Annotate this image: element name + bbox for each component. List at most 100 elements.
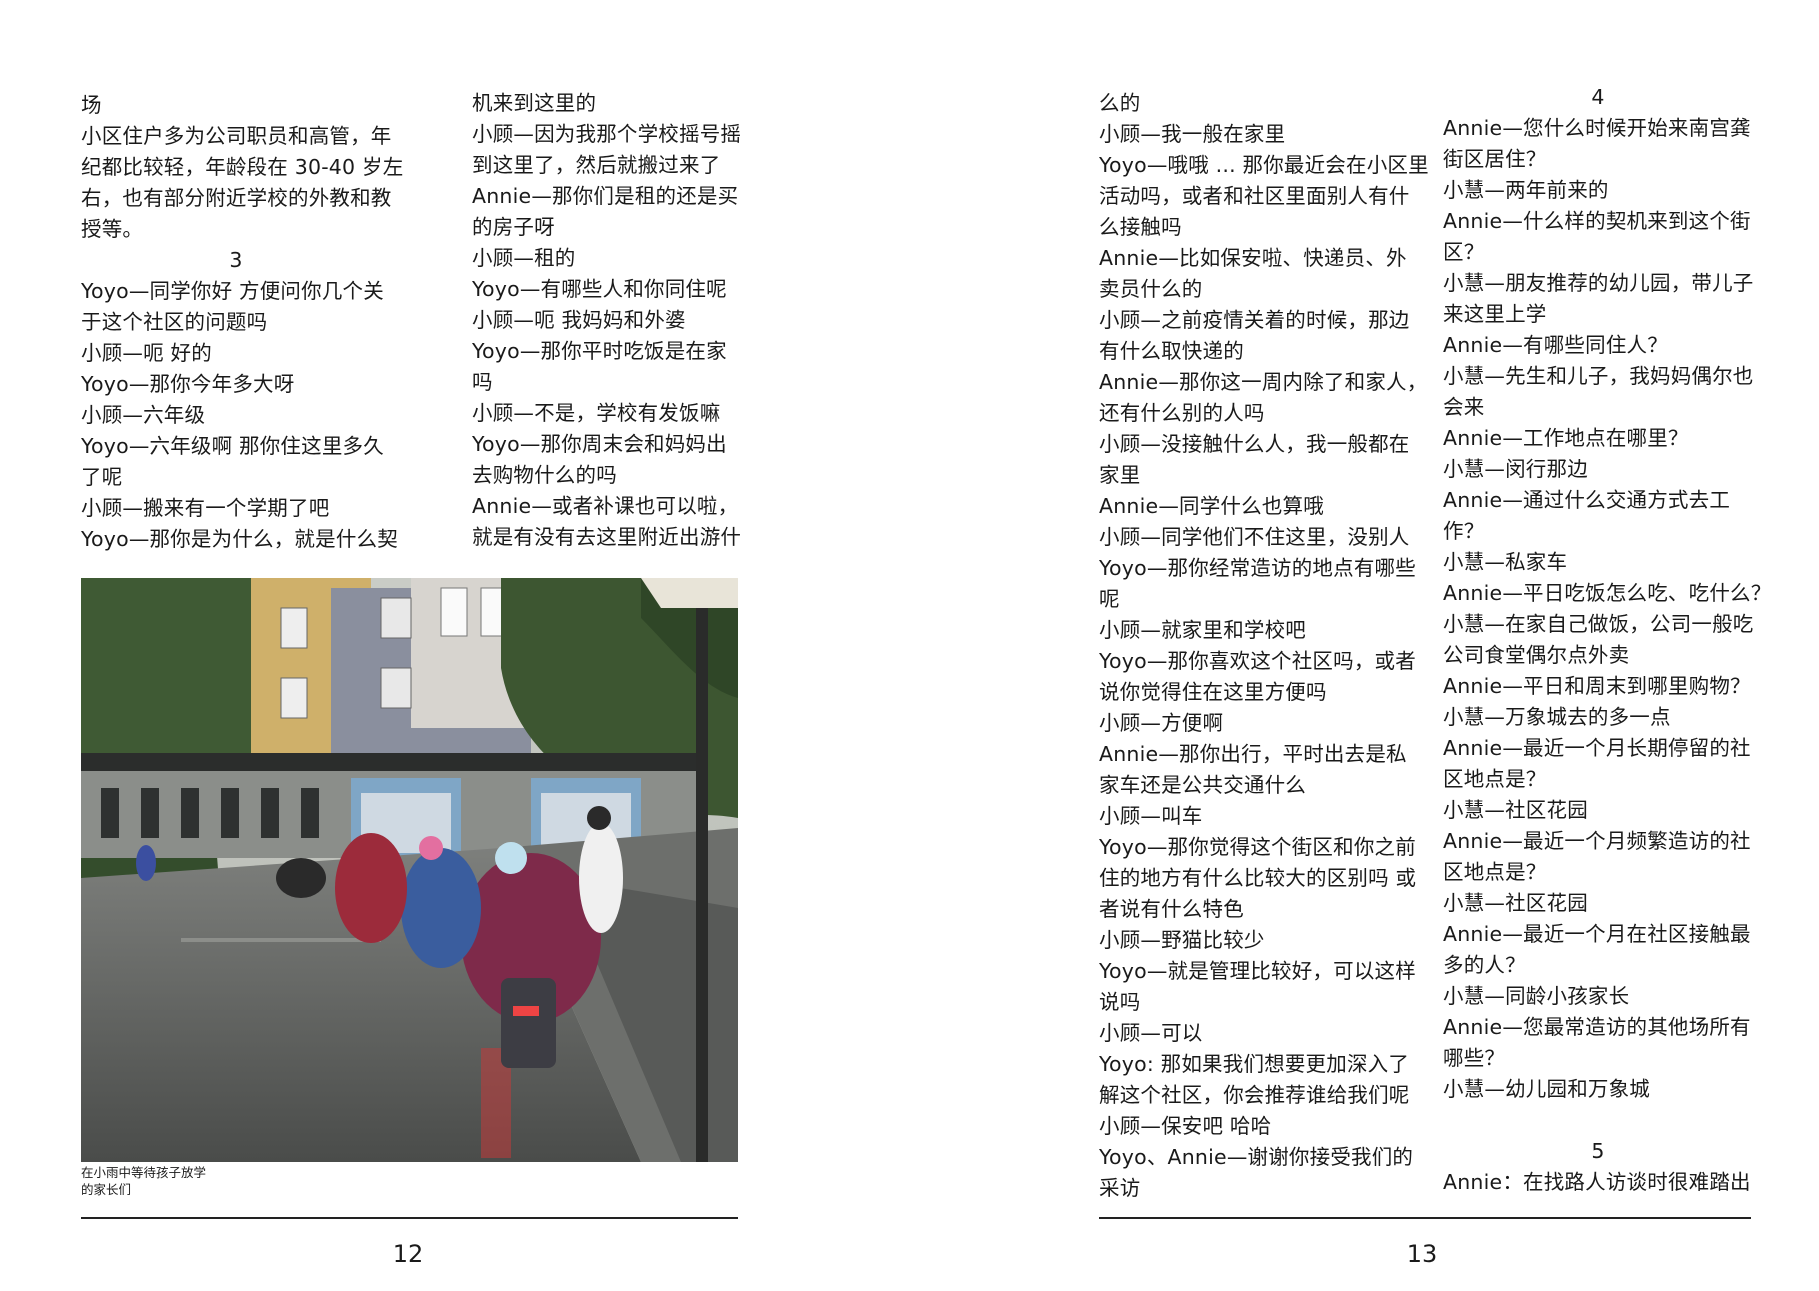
- text-line: Annie—工作地点在哪里？: [1443, 426, 1689, 450]
- text-line: Yoyo—那你喜欢这个社区吗，或者: [1099, 649, 1416, 673]
- text-line: 小顾—呃 好的: [81, 341, 212, 365]
- section-number: 4: [1591, 85, 1605, 109]
- text-line: 机来到这里的: [472, 91, 597, 115]
- text-line: Yoyo—那你经常造访的地点有哪些: [1099, 556, 1416, 580]
- text-line: 作？: [1443, 519, 1485, 543]
- text-line: 区地点是？: [1443, 860, 1547, 884]
- text-line: Yoyo—那你觉得这个街区和你之前: [1099, 835, 1416, 859]
- photo-caption: 在小雨中等待孩子放学 的家长们: [81, 1164, 281, 1198]
- text-line: 场: [81, 93, 102, 117]
- text-line: 小顾—租的: [472, 246, 576, 270]
- text-line: 说吗: [1099, 990, 1141, 1014]
- text-line: 小顾—保安吧 哈哈: [1099, 1114, 1272, 1138]
- text-line: 小顾—同学他们不住这里，没别人: [1099, 525, 1410, 549]
- text-line: Annie：在找路人访谈时很难踏出: [1443, 1170, 1751, 1194]
- text-line: 就是有没有去这里附近出游什: [472, 525, 742, 549]
- text-line: Yoyo: 那如果我们想要更加深入了: [1099, 1052, 1410, 1076]
- text-line: 么接触吗: [1099, 215, 1182, 239]
- street-photo: [81, 578, 738, 1162]
- text-line: 纪都比较轻，年龄段在 30-40 岁左: [81, 155, 404, 179]
- text-line: 小顾—之前疫情关着的时候，那边: [1099, 308, 1410, 332]
- text-line: 说你觉得住在这里方便吗: [1099, 680, 1327, 704]
- text-line: 小慧—幼儿园和万象城: [1443, 1077, 1650, 1101]
- text-line: Yoyo—同学你好 方便问你几个关: [81, 279, 384, 303]
- text-line: 还有什么别的人吗: [1099, 401, 1265, 425]
- text-line: 来这里上学: [1443, 302, 1547, 326]
- text-line: 到这里了，然后就搬过来了: [472, 153, 721, 177]
- text-line: 去购物什么的吗: [472, 463, 617, 487]
- text-line: Annie—什么样的契机来到这个街: [1443, 209, 1751, 233]
- text-line: 哪些？: [1443, 1046, 1506, 1070]
- text-line: 解这个社区，你会推荐谁给我们呢: [1099, 1083, 1410, 1107]
- text-line: Yoyo—哦哦 ... 那你最近会在小区里: [1099, 153, 1429, 177]
- text-line: Annie—最近一个月在社区接触最: [1443, 922, 1751, 946]
- text-line: 小顾—我一般在家里: [1099, 122, 1286, 146]
- text-line: 吗: [472, 370, 493, 394]
- text-line: Yoyo—六年级啊 那你住这里多久: [81, 434, 384, 458]
- text-line: Yoyo—那你周末会和妈妈出: [472, 432, 727, 456]
- text-line: 多的人？: [1443, 953, 1526, 977]
- text-line: 小顾—叫车: [1099, 804, 1203, 828]
- text-line: Annie—最近一个月长期停留的社: [1443, 736, 1751, 760]
- section-number: 3: [229, 248, 243, 272]
- text-line: 小顾—因为我那个学校摇号摇: [472, 122, 742, 146]
- text-line: Annie—那你出行，平时出去是私: [1099, 742, 1407, 766]
- right-page-column-1: 么的小顾—我一般在家里 Yoyo—哦哦 ... 那你最近会在小区里 活动吗，或者和社…: [1099, 88, 1429, 1204]
- text-line: Annie—平日和周末到哪里购物？: [1443, 674, 1751, 698]
- text-line: 么的: [1099, 91, 1141, 115]
- text-line: [1443, 1105, 1763, 1136]
- text-line: Annie—有哪些同住人？: [1443, 333, 1668, 357]
- right-page-column-2: 4 Annie—您什么时候开始来南宫龚 街区居住？ 小慧—两年前来的 Annie—什么样…: [1443, 82, 1771, 1198]
- text-line: Yoyo—那你平时吃饭是在家: [472, 339, 727, 363]
- text-line: 了呢: [81, 465, 123, 489]
- text-line: 活动吗，或者和社区里面别人有什: [1099, 184, 1410, 208]
- text-line: 区地点是？: [1443, 767, 1547, 791]
- text-line: Yoyo—就是管理比较好，可以这样: [1099, 959, 1416, 983]
- text-line: Annie—那你这一周内除了和家人，: [1099, 370, 1428, 394]
- text-line: 小慧—闵行那边: [1443, 457, 1588, 481]
- page-number-left: 12: [392, 1240, 424, 1268]
- text-line: 于这个社区的问题吗: [81, 310, 268, 334]
- text-line: 小慧—朋友推荐的幼儿园，带儿子: [1443, 271, 1754, 295]
- text-line: Yoyo—那你是为什么，就是什么契: [81, 527, 398, 551]
- text-line: Annie—最近一个月频繁造访的社: [1443, 829, 1751, 853]
- text-line: 小顾—方便啊: [1099, 711, 1224, 735]
- text-line: Annie—或者补课也可以啦，: [472, 494, 739, 518]
- text-line: 小顾—就家里和学校吧: [1099, 618, 1306, 642]
- text-line: 小慧—万象城去的多一点: [1443, 705, 1671, 729]
- text-line: 小顾—搬来有一个学期了吧: [81, 496, 330, 520]
- text-line: Annie—那你们是租的还是买: [472, 184, 739, 208]
- text-line: Annie—比如保安啦、快递员、外: [1099, 246, 1407, 270]
- text-line: 家里: [1099, 463, 1141, 487]
- text-line: Annie—通过什么交通方式去工: [1443, 488, 1731, 512]
- text-line: 住的地方有什么比较大的区别吗 或: [1099, 866, 1417, 890]
- text-line: 小顾—野猫比较少: [1099, 928, 1265, 952]
- text-line: Yoyo、Annie—谢谢你接受我们的: [1099, 1145, 1414, 1169]
- left-page-column-1: 场小区住户多为公司职员和高管，年 纪都比较轻，年龄段在 30-40 岁左 右，也有部…: [81, 90, 404, 555]
- text-line: 小顾—不是，学校有发饭嘛: [472, 401, 721, 425]
- text-line: 区？: [1443, 240, 1485, 264]
- text-line: 右，也有部分附近学校的外教和教: [81, 186, 392, 210]
- page-number-right: 13: [1406, 1240, 1438, 1268]
- text-line: 家车还是公共交通什么: [1099, 773, 1306, 797]
- left-page-column-2: 机来到这里的小顾—因为我那个学校摇号摇 到这里了，然后就搬过来了 Annie—那你们…: [472, 88, 742, 553]
- text-line: 街区居住？: [1443, 147, 1547, 171]
- footer-rule-right: [1099, 1217, 1751, 1219]
- text-line: 小顾—可以: [1099, 1021, 1203, 1045]
- text-line: 有什么取快递的: [1099, 339, 1244, 363]
- text-line: 小区住户多为公司职员和高管，年: [81, 124, 392, 148]
- text-line: 卖员什么的: [1099, 277, 1203, 301]
- text-line: 小顾—呃 我妈妈和外婆: [472, 308, 686, 332]
- text-line: 小顾—没接触什么人，我一般都在: [1099, 432, 1410, 456]
- text-line: Yoyo—那你今年多大呀: [81, 372, 295, 396]
- text-line: 小慧—社区花园: [1443, 798, 1588, 822]
- text-line: 的房子呀: [472, 215, 555, 239]
- text-line: 小慧—社区花园: [1443, 891, 1588, 915]
- text-line: Annie—您什么时候开始来南宫龚: [1443, 116, 1751, 140]
- text-line: Yoyo—有哪些人和你同住呢: [472, 277, 727, 301]
- text-line: Annie—同学什么也算哦: [1099, 494, 1324, 518]
- text-line: 小顾—六年级: [81, 403, 206, 427]
- text-line: 公司食堂偶尔点外卖: [1443, 643, 1630, 667]
- text-line: 会来: [1443, 395, 1485, 419]
- caption-line: 在小雨中等待孩子放学: [81, 1165, 207, 1180]
